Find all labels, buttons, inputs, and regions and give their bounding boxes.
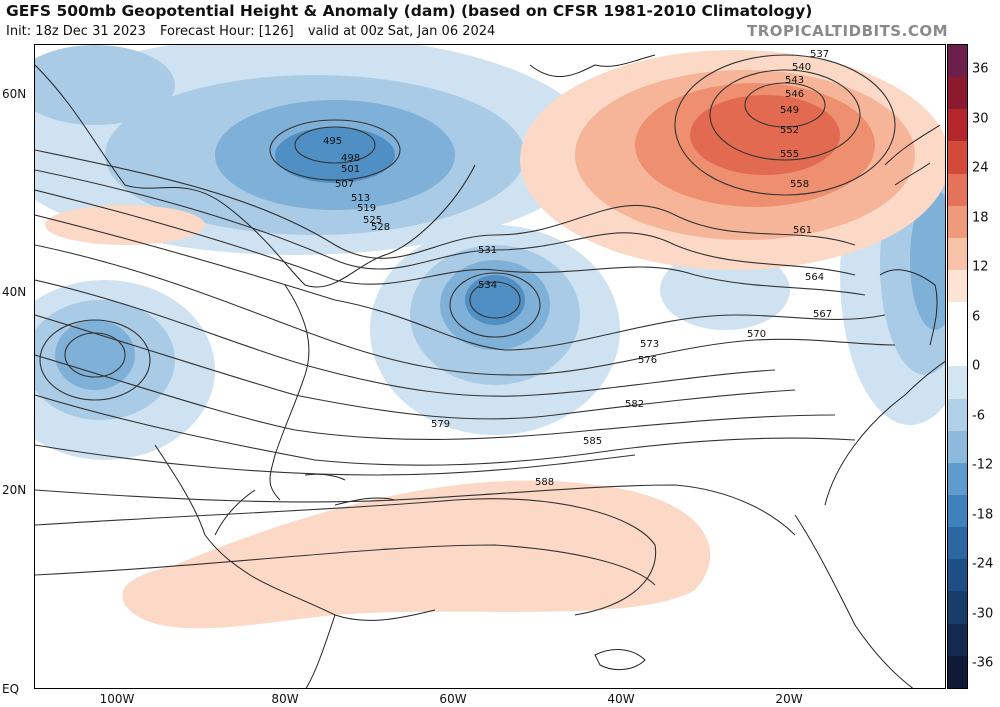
contour-label: 582 — [625, 399, 644, 410]
colorbar-tick-label: -24 — [972, 556, 994, 572]
valid-time: valid at 00z Sat, Jan 06 2024 — [307, 24, 496, 39]
lon-label-80w: 80W — [271, 692, 299, 706]
colorbar-segment — [948, 366, 967, 399]
contour-label: 519 — [357, 203, 376, 214]
colorbar-segment — [948, 398, 967, 431]
colorbar-segment — [948, 173, 967, 206]
negative-anomalies — [35, 45, 945, 460]
contour-label: 567 — [813, 309, 832, 320]
colorbar-segment — [948, 269, 967, 303]
colorbar-tick-label: -18 — [972, 507, 994, 522]
contour-label: 576 — [638, 355, 657, 366]
colorbar-segment — [948, 205, 967, 238]
height-contours — [35, 149, 896, 616]
lon-label-60w: 60W — [439, 692, 467, 706]
contour-label: 534 — [478, 280, 497, 291]
colorbar-tick-label: 6 — [972, 309, 981, 324]
lat-label-eq: EQ — [2, 682, 20, 696]
colorbar-tick-label: 24 — [972, 160, 989, 176]
colorbar-tick-label: -6 — [972, 408, 985, 423]
colorbar-tick-label: 30 — [972, 111, 989, 126]
contour-label: 549 — [780, 105, 799, 116]
lon-label-40w: 40W — [607, 692, 635, 706]
colorbar-segment — [948, 527, 967, 560]
map-svg: 537 540 543 546 549 552 555 558 561 564 … — [35, 45, 945, 688]
chart-title: GEFS 500mb Geopotential Height & Anomaly… — [6, 2, 813, 20]
map-panel: 537 540 543 546 549 552 555 558 561 564 … — [34, 44, 946, 689]
lat-label-60n: 60N — [2, 87, 27, 101]
contour-label: 558 — [790, 179, 809, 190]
colorbar-tick-label: 0 — [972, 358, 981, 374]
colorbar-segment — [948, 559, 967, 592]
chart-subtitle: Init: 18z Dec 31 2023 Forecast Hour: [12… — [6, 24, 505, 39]
colorbar-tick-label: -36 — [972, 655, 994, 671]
contour-label: 525 — [363, 215, 382, 226]
colorbar-segment — [948, 109, 967, 142]
lat-label-40n: 40N — [2, 285, 27, 299]
init-time: Init: 18z Dec 31 2023 — [6, 24, 146, 39]
colorbar-segment — [948, 494, 967, 528]
colorbar-segment — [948, 141, 967, 174]
colorbar-tick-label: 18 — [972, 210, 989, 225]
contour-label: 564 — [805, 272, 824, 283]
colorbar-segment — [948, 430, 967, 463]
contour-label: 540 — [792, 62, 811, 73]
lat-label-20n: 20N — [2, 483, 27, 497]
contour-label: 552 — [780, 125, 799, 136]
contour-label: 561 — [793, 225, 812, 236]
closed-contours — [39, 54, 896, 401]
colorbar-segment — [948, 77, 967, 110]
colorbar-segment — [948, 623, 967, 656]
contour-label: 507 — [335, 179, 354, 190]
contour-label: 585 — [583, 436, 602, 447]
colorbar-segment — [948, 462, 967, 495]
contour-label: 543 — [785, 75, 804, 86]
contour-label: 501 — [341, 164, 360, 175]
colorbar-tick-label: -30 — [972, 606, 994, 621]
contour-label: 588 — [535, 477, 554, 488]
contour-label: 513 — [351, 193, 370, 204]
colorbar-segment — [948, 302, 967, 335]
contour-label: 531 — [478, 245, 497, 256]
colorbar-segment — [948, 237, 967, 270]
contour-label: 528 — [371, 222, 390, 233]
lon-label-100w: 100W — [99, 692, 135, 706]
contour-label: 495 — [323, 136, 342, 147]
colorbar-tick-label: 12 — [972, 259, 989, 275]
contour-label: 573 — [640, 339, 659, 350]
colorbar-segment — [948, 45, 967, 78]
forecast-hour: Forecast Hour: [126] — [159, 24, 294, 39]
contour-label: 546 — [785, 89, 804, 100]
colorbar-segment — [948, 655, 967, 688]
site-credit: TROPICALTIDBITS.COM — [747, 22, 948, 40]
contour-label: 498 — [341, 153, 360, 164]
contour-label: 570 — [747, 329, 766, 340]
colorbar-segment — [948, 334, 967, 367]
contour-label: 579 — [431, 419, 450, 430]
colorbar-segment — [948, 591, 967, 624]
contour-label: 537 — [810, 49, 829, 60]
colorbar — [947, 44, 968, 689]
contour-labels: 537 540 543 546 549 552 555 558 561 564 … — [323, 49, 832, 488]
coastlines — [35, 54, 945, 688]
lon-label-20w: 20W — [775, 692, 803, 706]
colorbar-tick-label: 36 — [972, 61, 989, 77]
positive-anomalies — [45, 50, 945, 629]
colorbar-tick-label: -12 — [972, 457, 994, 473]
contour-label: 555 — [780, 149, 799, 160]
